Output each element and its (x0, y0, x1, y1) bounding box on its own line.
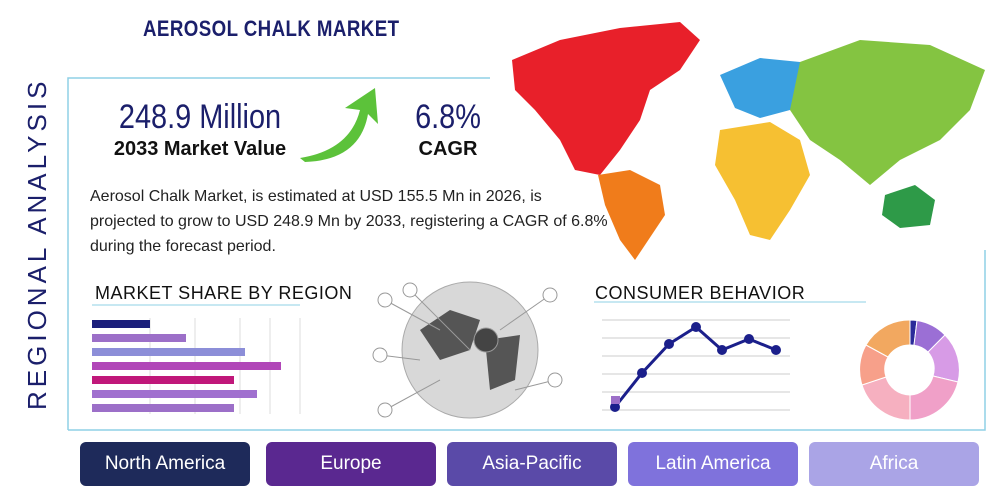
stat-label: CAGR (418, 138, 478, 160)
region-button[interactable]: Europe (266, 442, 436, 486)
growth-arrow (300, 88, 378, 162)
stat-value: 6.8% (415, 98, 481, 136)
donut-illustration (859, 319, 960, 421)
line-illustration (594, 301, 866, 412)
network-globe (372, 281, 563, 419)
side-label: REGIONAL ANALYSIS (22, 77, 52, 410)
region-button[interactable]: Africa (809, 442, 979, 486)
section-title: CONSUMER BEHAVIOR (595, 283, 806, 303)
region-button[interactable]: Asia-Pacific (447, 442, 617, 486)
title: AEROSOL CHALK MARKET (143, 16, 400, 41)
region-button[interactable]: North America (80, 442, 250, 486)
description: Aerosol Chalk Market, is estimated at US… (90, 188, 608, 255)
bar-illustration (92, 304, 301, 414)
stat-value: 248.9 Million (118, 98, 282, 136)
frame (67, 77, 490, 430)
region-button[interactable]: Latin America (628, 442, 798, 486)
frame (68, 250, 986, 431)
world-map (512, 22, 985, 260)
section-title: MARKET SHARE BY REGION (95, 283, 353, 303)
stat-label: 2033 Market Value (113, 138, 287, 160)
